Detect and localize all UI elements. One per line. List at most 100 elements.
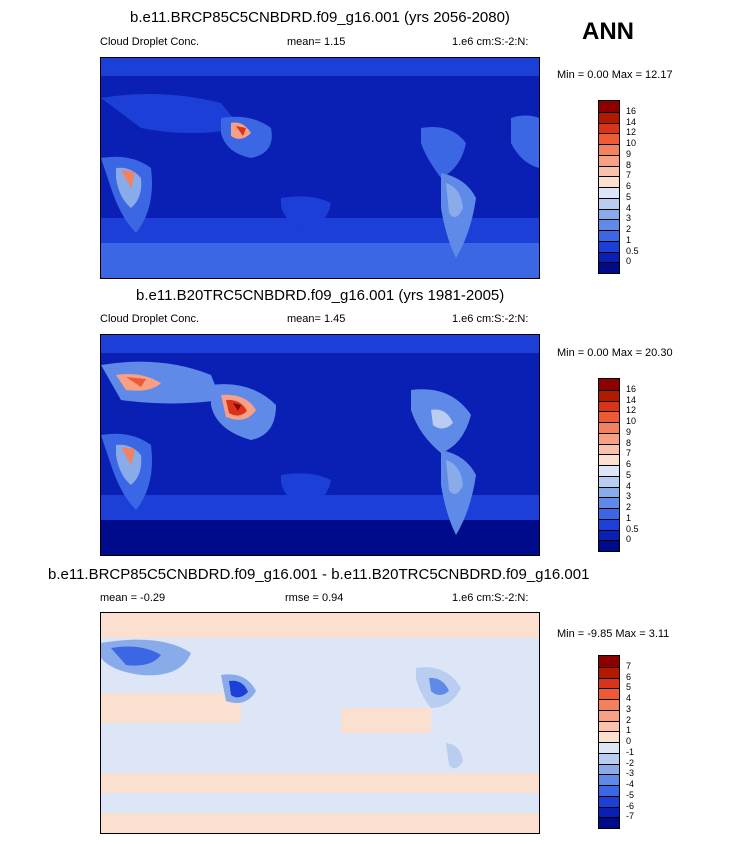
colorbar-tick-label: 4 — [626, 480, 632, 491]
colorbar-box — [599, 486, 619, 498]
colorbar-tick-label: 16 — [626, 383, 637, 394]
colorbar-box — [599, 656, 619, 667]
colorbar-tick-label: 2 — [626, 502, 632, 512]
panel2-map — [100, 334, 540, 556]
colorbar-tick-label: 9 — [626, 426, 632, 437]
colorbar-tick-label: -2 — [626, 757, 635, 768]
colorbar-box — [599, 709, 619, 721]
colorbar-tick-label: 8 — [626, 159, 632, 170]
panel3-title: b.e11.BRCP85C5CNBDRD.f09_g16.001 - b.e11… — [48, 566, 590, 583]
colorbar-box — [599, 817, 619, 828]
colorbar-tick-label: 14 — [626, 394, 637, 405]
colorbar-box — [599, 540, 619, 551]
colorbar-box — [599, 154, 619, 166]
colorbar-tick-label: 10 — [626, 416, 637, 426]
colorbar-tick-label: 1 — [626, 512, 632, 523]
panel1-minmax-label: Min = 0.00 Max = 12.17 — [557, 69, 673, 81]
colorbar-box — [599, 230, 619, 241]
panel3-units-label: 1.e6 cm:S:-2:N: — [452, 592, 529, 604]
colorbar-tick-label: -1 — [626, 746, 635, 757]
colorbar-box — [599, 389, 619, 401]
panel2-colorbar — [598, 378, 620, 552]
panel3-minmax-label: Min = -9.85 Max = 3.11 — [557, 628, 670, 640]
colorbar-tick-label: 0 — [626, 736, 632, 746]
colorbar-tick-label: 0 — [626, 534, 632, 545]
colorbar-box — [599, 144, 619, 155]
panel2-variable-label: Cloud Droplet Conc. — [100, 313, 200, 325]
colorbar-box — [599, 197, 619, 209]
colorbar-box — [599, 475, 619, 487]
colorbar-tick-label: 12 — [626, 127, 637, 138]
colorbar-box — [599, 677, 619, 689]
colorbar-box — [599, 795, 619, 807]
colorbar-tick-label: 0.5 — [626, 245, 639, 256]
colorbar-box — [599, 111, 619, 123]
colorbar-box — [599, 176, 619, 187]
colorbar-box — [599, 101, 619, 112]
colorbar-tick-label: 3 — [626, 703, 632, 714]
colorbar-box — [599, 529, 619, 541]
colorbar-tick-label: 5 — [626, 469, 632, 480]
colorbar-tick-label: 8 — [626, 437, 632, 448]
panel2-minmax-label: Min = 0.00 Max = 20.30 — [557, 347, 673, 359]
colorbar-tick-label: 7 — [626, 448, 632, 459]
colorbar-tick-label: 7 — [626, 170, 632, 181]
colorbar-box — [599, 240, 619, 252]
colorbar-box — [599, 518, 619, 530]
colorbar-box — [599, 806, 619, 818]
colorbar-tick-label: 5 — [626, 682, 632, 693]
panel1-title: b.e11.BRCP85C5CNBDRD.f09_g16.001 (yrs 20… — [130, 9, 510, 26]
colorbar-tick-label: 2 — [626, 714, 632, 725]
colorbar-box — [599, 187, 619, 198]
colorbar-box — [599, 219, 619, 230]
colorbar-tick-label: 7 — [626, 660, 632, 671]
colorbar-box — [599, 165, 619, 177]
colorbar-tick-label: 10 — [626, 138, 637, 148]
colorbar-tick-label: 9 — [626, 148, 632, 159]
colorbar-tick-label: 16 — [626, 105, 637, 116]
colorbar-box — [599, 666, 619, 678]
panel1-units-label: 1.e6 cm:S:-2:N: — [452, 36, 529, 48]
panel1-map — [100, 57, 540, 279]
colorbar-box — [599, 262, 619, 273]
colorbar-box — [599, 400, 619, 412]
colorbar-tick-label: 5 — [626, 191, 632, 202]
colorbar-box — [599, 688, 619, 699]
colorbar-box — [599, 774, 619, 785]
colorbar-box — [599, 454, 619, 465]
panel1-mean-label: mean= 1.15 — [287, 36, 346, 48]
panel2-mean-label: mean= 1.45 — [287, 313, 346, 325]
colorbar-box — [599, 497, 619, 508]
colorbar-tick-label: 4 — [626, 202, 632, 213]
panel1-colorbar — [598, 100, 620, 274]
colorbar-tick-label: -5 — [626, 789, 635, 800]
colorbar-box — [599, 422, 619, 433]
colorbar-box — [599, 122, 619, 134]
colorbar-box — [599, 133, 619, 144]
panel3-rmse-label: rmse = 0.94 — [285, 592, 344, 604]
colorbar-box — [599, 752, 619, 764]
colorbar-tick-label: 6 — [626, 671, 632, 682]
colorbar-box — [599, 432, 619, 444]
panel2-title: b.e11.B20TRC5CNBDRD.f09_g16.001 (yrs 198… — [136, 287, 505, 304]
panel3-map — [100, 612, 540, 834]
colorbar-box — [599, 742, 619, 753]
colorbar-box — [599, 699, 619, 710]
colorbar-box — [599, 379, 619, 390]
colorbar-box — [599, 785, 619, 796]
colorbar-tick-label: 0 — [626, 256, 632, 267]
colorbar-box — [599, 251, 619, 263]
colorbar-box — [599, 443, 619, 455]
colorbar-box — [599, 508, 619, 519]
panel3-colorbar — [598, 655, 620, 829]
colorbar-tick-label: -3 — [626, 768, 635, 779]
colorbar-box — [599, 720, 619, 732]
colorbar-tick-label: 2 — [626, 224, 632, 234]
colorbar-tick-label: 14 — [626, 116, 637, 127]
panel3-mean-label: mean = -0.29 — [100, 592, 166, 604]
colorbar-box — [599, 763, 619, 775]
colorbar-tick-label: 6 — [626, 459, 632, 469]
colorbar-tick-label: -6 — [626, 800, 635, 811]
colorbar-tick-label: -4 — [626, 779, 635, 789]
colorbar-tick-label: 0.5 — [626, 523, 639, 534]
